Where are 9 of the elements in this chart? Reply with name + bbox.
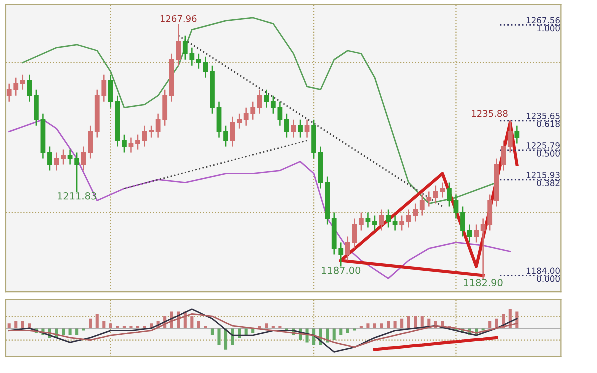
ref-line-label: 1235.65 0.618 bbox=[526, 112, 560, 128]
annotation: 1182.90 bbox=[464, 279, 503, 287]
ref-line-label: 1215.93 0.382 bbox=[526, 172, 560, 186]
ref-line-label: 1225.79 0.500 bbox=[526, 142, 560, 157]
annotation: 1267.96 bbox=[160, 15, 197, 22]
annotation: 1187.00 bbox=[322, 266, 361, 274]
ref-line-label: 1184.00 0.000 bbox=[526, 268, 560, 282]
ref-line-label: 1267.56 1.000 bbox=[526, 17, 560, 32]
annotation: 1235.88 bbox=[472, 110, 508, 118]
